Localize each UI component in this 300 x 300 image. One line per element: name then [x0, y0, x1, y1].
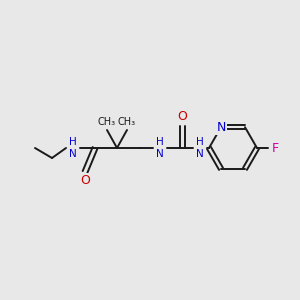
Text: CH₃: CH₃: [118, 117, 136, 127]
Text: H
N: H N: [69, 137, 77, 159]
Text: O: O: [80, 175, 90, 188]
Text: O: O: [177, 110, 187, 124]
Text: CH₃: CH₃: [98, 117, 116, 127]
Text: N: N: [216, 121, 226, 134]
Text: H
N: H N: [196, 137, 204, 159]
Text: F: F: [272, 142, 279, 154]
Text: H
N: H N: [156, 137, 164, 159]
